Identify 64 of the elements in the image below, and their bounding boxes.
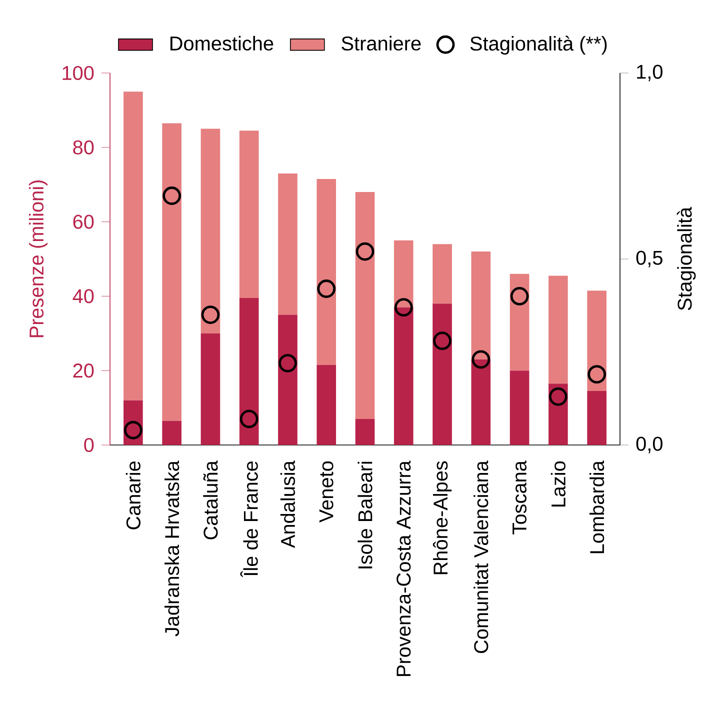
bar: [394, 307, 414, 445]
bar: [355, 192, 375, 419]
bar: [316, 365, 336, 445]
bar: [278, 314, 298, 445]
bar: [471, 252, 491, 360]
x-tick-label: Canarie: [126, 461, 140, 530]
bar: [162, 123, 182, 421]
point: [588, 365, 606, 384]
y2-axis-title: Stagionalità: [676, 206, 696, 310]
y-tick-label: 0: [84, 438, 94, 452]
bar: [124, 92, 143, 400]
bar: [239, 298, 259, 445]
y2-tick-label: 0,5: [636, 250, 662, 268]
x-tick-label: Comunitat Valenciana: [474, 460, 488, 654]
point: [162, 186, 182, 205]
legend-label: Domestiche: [170, 36, 274, 51]
bar: [432, 244, 452, 304]
bar: [548, 384, 568, 445]
bar: [355, 418, 375, 445]
y2-tick-label: 0,0: [636, 436, 662, 454]
point: [278, 354, 297, 372]
y2-tick-label: 1,0: [637, 64, 662, 82]
point: [201, 306, 220, 324]
point: [548, 387, 568, 406]
point: [472, 350, 490, 369]
point: [510, 287, 529, 306]
bar: [200, 333, 220, 445]
legend-label: Straniere: [342, 36, 421, 51]
x-tick-label: Isole Baleari: [358, 462, 372, 568]
x-tick-label: Cataluña: [203, 460, 218, 540]
bar: [394, 240, 414, 308]
bar: [510, 274, 530, 371]
y-tick-label: 80: [73, 140, 94, 154]
x-tick-label: Île de France: [240, 461, 258, 578]
x-tick-label: Lombardia: [590, 460, 604, 554]
point: [433, 332, 452, 350]
point: [240, 410, 258, 428]
bar: [587, 290, 606, 392]
x-tick-label: Provenza-Costa Azzurra: [396, 460, 411, 676]
bar: [510, 370, 530, 445]
x-tick-label: Toscana: [512, 460, 526, 534]
point: [317, 280, 336, 298]
bar: [162, 420, 182, 445]
point: [394, 298, 413, 317]
bar: [316, 179, 336, 366]
y-tick-label: 20: [73, 364, 94, 378]
legend-label: Stagionalità (**): [470, 36, 607, 55]
x-tick-label: Lazio: [550, 461, 566, 507]
y-tick-label: 40: [72, 289, 94, 304]
bar: [587, 391, 606, 445]
bar: [432, 304, 452, 445]
bar: [471, 359, 491, 445]
point: [356, 242, 374, 261]
bar: [278, 173, 298, 315]
x-tick-label: Rhône-Alpes: [432, 461, 452, 574]
y-axis-title: Presenze (milioni): [28, 180, 48, 338]
y-tick-label: 60: [73, 214, 94, 229]
y-tick-label: 100: [62, 66, 94, 80]
bar: [239, 130, 259, 298]
x-tick-label: Veneto: [319, 461, 334, 523]
x-tick-label: Andalusia: [280, 460, 296, 548]
bar: [200, 128, 220, 334]
bar: [548, 276, 568, 384]
x-tick-label: Jadranska Hrvatska: [164, 460, 180, 636]
